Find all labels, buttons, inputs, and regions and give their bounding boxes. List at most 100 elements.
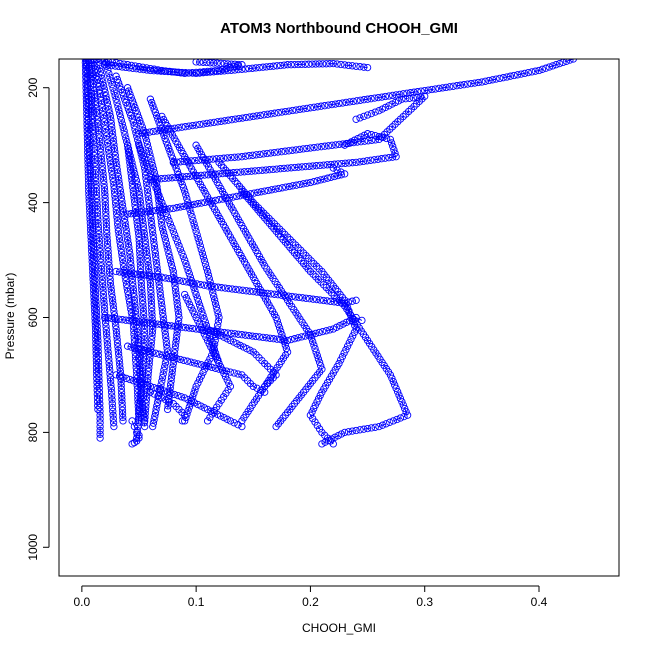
data-point xyxy=(98,100,106,108)
data-point xyxy=(107,381,115,389)
data-point xyxy=(378,421,387,429)
data-point xyxy=(140,318,148,326)
data-point xyxy=(499,74,507,82)
data-point xyxy=(128,97,137,105)
data-point xyxy=(101,313,109,322)
data-point xyxy=(93,194,101,203)
data-point xyxy=(127,111,135,120)
data-point xyxy=(281,107,290,116)
data-point xyxy=(176,203,184,211)
data-point xyxy=(442,83,450,92)
data-point xyxy=(314,275,322,284)
data-point xyxy=(303,179,311,187)
data-point xyxy=(147,339,155,347)
data-point xyxy=(165,144,173,153)
data-point xyxy=(117,194,126,202)
data-point xyxy=(119,259,127,267)
data-point xyxy=(103,99,112,107)
data-point xyxy=(278,184,286,192)
data-point xyxy=(102,330,111,338)
data-point xyxy=(204,362,213,371)
data-point xyxy=(131,125,139,133)
data-point xyxy=(227,153,235,162)
data-point xyxy=(238,153,246,161)
data-point xyxy=(137,201,145,209)
data-point xyxy=(524,68,532,77)
data-point xyxy=(122,374,131,383)
data-point xyxy=(151,412,159,420)
data-point xyxy=(136,65,144,73)
data-point xyxy=(121,222,130,230)
data-point xyxy=(245,152,253,160)
data-point xyxy=(90,304,99,312)
data-point xyxy=(110,88,118,96)
data-point xyxy=(168,174,176,182)
data-point xyxy=(215,313,223,322)
data-point xyxy=(99,78,107,86)
data-point xyxy=(167,322,176,330)
data-point xyxy=(87,244,96,252)
data-point xyxy=(104,244,112,252)
data-point xyxy=(103,229,111,238)
data-point xyxy=(263,289,272,298)
data-point xyxy=(154,392,162,400)
data-point xyxy=(328,435,336,443)
series-line xyxy=(138,145,220,364)
data-point xyxy=(302,251,310,260)
data-point xyxy=(156,126,165,135)
data-point xyxy=(306,144,315,152)
data-point xyxy=(87,240,96,248)
data-point xyxy=(192,227,200,235)
data-point xyxy=(116,238,124,246)
data-point xyxy=(196,120,204,129)
data-point xyxy=(108,130,117,138)
data-point xyxy=(375,107,383,115)
data-point xyxy=(326,297,335,306)
data-point xyxy=(245,331,253,340)
data-point xyxy=(188,69,197,77)
data-point xyxy=(164,67,172,76)
data-point xyxy=(178,123,186,131)
data-point xyxy=(102,95,111,103)
data-point xyxy=(342,346,350,354)
data-point xyxy=(92,339,100,347)
data-point xyxy=(496,74,504,83)
data-point xyxy=(124,148,133,156)
data-point xyxy=(119,268,127,277)
data-point xyxy=(273,62,281,70)
data-point xyxy=(159,312,167,321)
data-point xyxy=(241,65,250,73)
data-point xyxy=(170,390,179,399)
data-point xyxy=(178,249,186,257)
data-point xyxy=(136,251,144,259)
series-30 xyxy=(203,325,280,391)
data-point xyxy=(90,83,98,91)
data-point xyxy=(160,321,169,329)
data-point xyxy=(157,381,165,389)
data-point xyxy=(407,105,415,113)
data-point xyxy=(118,392,126,400)
data-point xyxy=(342,98,350,107)
data-point xyxy=(173,299,181,308)
data-point xyxy=(101,198,109,206)
data-point xyxy=(317,278,325,286)
x-tick-label: 0.2 xyxy=(302,595,319,609)
data-point xyxy=(162,352,170,360)
data-point xyxy=(179,184,188,192)
data-point xyxy=(92,335,100,344)
data-point xyxy=(402,408,410,416)
data-point xyxy=(311,401,319,409)
data-point xyxy=(147,293,155,301)
data-point xyxy=(172,173,180,182)
data-point xyxy=(191,224,199,232)
data-point xyxy=(375,132,383,141)
data-point xyxy=(424,86,432,94)
data-point xyxy=(108,293,116,301)
data-point xyxy=(101,187,109,195)
series-18 xyxy=(146,130,400,184)
data-point xyxy=(116,187,125,195)
data-point xyxy=(312,60,320,68)
data-point xyxy=(86,212,94,220)
data-point xyxy=(95,130,103,138)
